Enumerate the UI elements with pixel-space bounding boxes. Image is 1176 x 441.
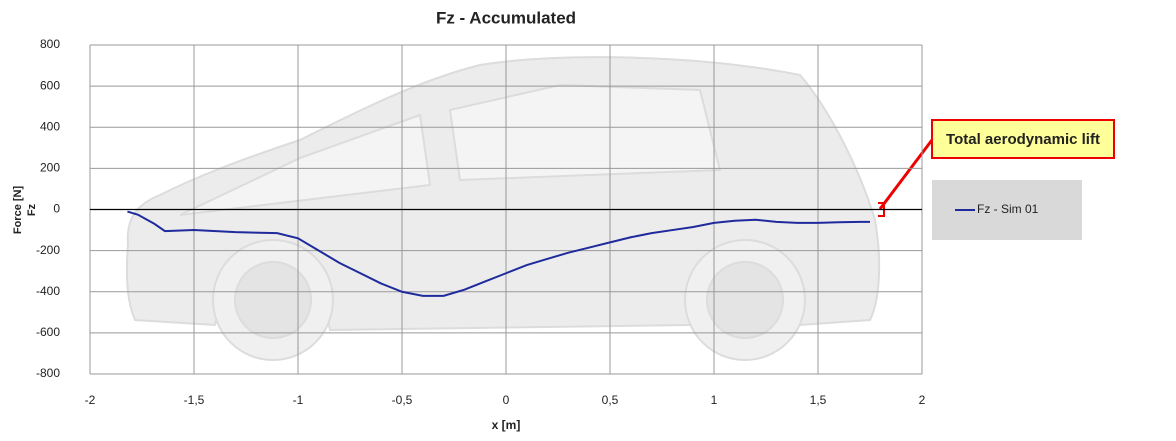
car-silhouette	[125, 56, 881, 361]
annotation-arrow	[878, 139, 934, 210]
x-tick-label: -1,5	[184, 393, 205, 407]
y-tick-label: 800	[40, 37, 60, 51]
y-tick-label: -600	[36, 325, 60, 339]
x-tick-label: -1	[293, 393, 304, 407]
y-tick-label: 400	[40, 119, 60, 133]
legend-label: Fz - Sim 01	[977, 202, 1039, 216]
y-tick-label: -200	[36, 243, 60, 257]
x-axis-label: x [m]	[492, 418, 521, 432]
y-axis-sublabel: Fz	[26, 203, 38, 216]
x-tick-label: 1,5	[810, 393, 827, 407]
x-tick-label: -0,5	[392, 393, 413, 407]
x-tick-label: -2	[85, 393, 96, 407]
annotation: Total aerodynamic lift	[946, 131, 1100, 148]
x-tick-label: 0	[503, 393, 510, 407]
x-tick-label: 1	[711, 393, 718, 407]
x-tick-label: 0,5	[602, 393, 619, 407]
y-tick-label: 600	[40, 78, 60, 92]
series-line	[127, 210, 870, 297]
y-tick-label: 200	[40, 161, 60, 175]
chart-title: Fz - Accumulated	[436, 8, 576, 27]
y-axis-label: Force [N]	[12, 186, 24, 235]
y-tick-label: -800	[36, 366, 60, 380]
x-tick-label: 2	[919, 393, 926, 407]
y-tick-label: -400	[36, 284, 60, 298]
annotation-box	[931, 119, 1115, 159]
y-tick-label: 0	[53, 202, 60, 216]
